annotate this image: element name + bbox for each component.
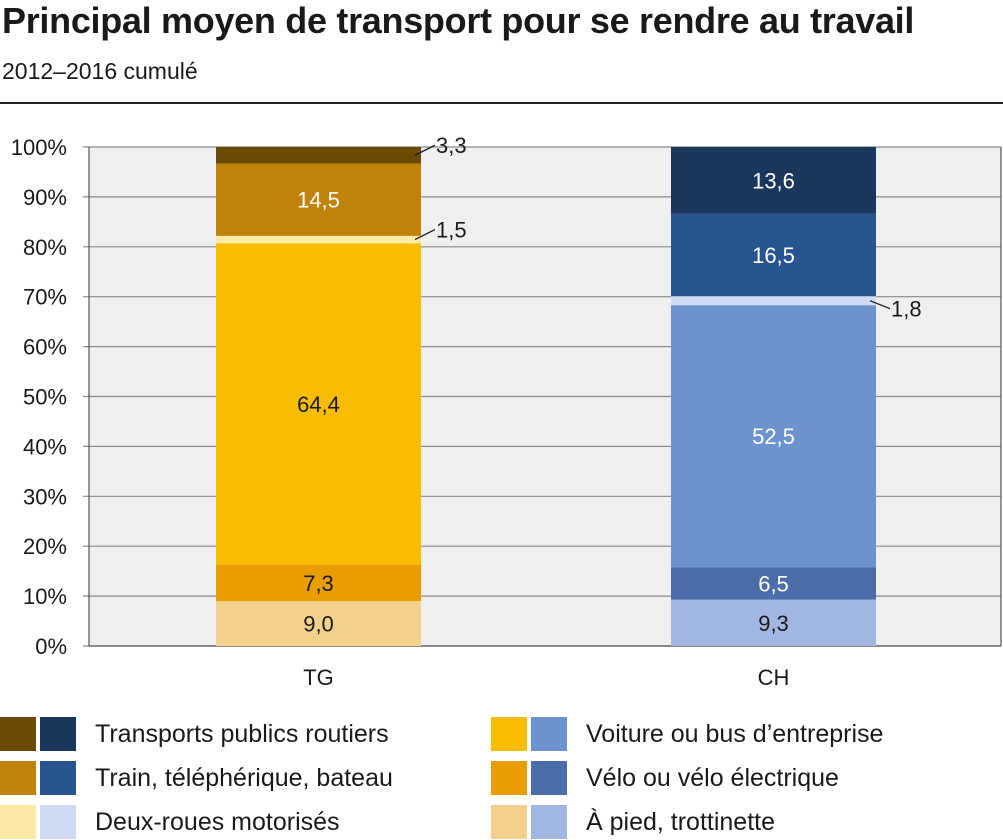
data-label: 9,3 — [758, 611, 789, 636]
data-label: 14,5 — [297, 188, 340, 213]
chart-subtitle: 2012–2016 cumulé — [2, 58, 198, 84]
bar-segment — [671, 147, 876, 214]
legend-label: À pied, trottinette — [586, 807, 776, 836]
legend-label: Vélo ou vélo électrique — [586, 763, 839, 792]
y-tick-label: 20% — [23, 534, 67, 559]
title-divider — [0, 102, 1003, 104]
data-label: 1,5 — [436, 218, 467, 243]
bar-segment — [216, 601, 421, 646]
y-tick-label: 40% — [23, 434, 67, 459]
legend-item-train: Train, téléphérique, bateau — [0, 760, 393, 796]
bar-segment — [216, 147, 421, 164]
legend-swatch-tg — [491, 717, 527, 751]
y-tick-label: 30% — [23, 484, 67, 509]
legend-swatch-tg — [491, 761, 527, 795]
data-label: 13,6 — [752, 168, 795, 193]
chart-title: Principal moyen de transport pour se ren… — [2, 0, 915, 41]
legend-item-velo: Vélo ou vélo électrique — [491, 760, 839, 796]
legend-swatch-ch — [40, 717, 76, 751]
legend-swatch-tg — [0, 717, 36, 751]
data-label: 52,5 — [752, 424, 795, 449]
legend-swatch-ch — [40, 805, 76, 839]
legend-item-voiture: Voiture ou bus d’entreprise — [491, 716, 883, 752]
y-tick-label: 10% — [23, 584, 67, 609]
legend-label: Train, téléphérique, bateau — [95, 763, 393, 792]
legend-swatch-ch — [40, 761, 76, 795]
data-label: 6,5 — [758, 571, 789, 596]
legend-label: Transports publics routiers — [95, 719, 389, 748]
bar-segment — [671, 567, 876, 600]
bar-segment — [671, 305, 876, 568]
legend-swatch-ch — [531, 717, 567, 751]
bar-segment — [216, 243, 421, 565]
bar-segment — [216, 564, 421, 602]
bar-segment — [216, 235, 421, 244]
x-tick-label: TG — [303, 665, 334, 690]
stacked-bar-chart: 0% 10% 20% 30% 40% 50% 60% 70% 80% 90% 100% 9,0 7,3 6… — [11, 133, 1002, 690]
data-label: 3,3 — [436, 133, 467, 158]
data-label: 1,8 — [891, 297, 922, 322]
bar-segment — [671, 213, 876, 297]
bar-segment — [671, 599, 876, 646]
y-tick-label: 50% — [23, 385, 67, 410]
legend-swatch-ch — [531, 761, 567, 795]
callout-line — [869, 300, 891, 310]
data-label: 64,4 — [297, 392, 340, 417]
legend-swatch-ch — [531, 805, 567, 839]
callout-line — [414, 228, 436, 241]
data-label: 7,3 — [303, 571, 334, 596]
legend-item-deux-roues: Deux-roues motorisés — [0, 804, 340, 840]
legend-swatch-tg — [0, 761, 36, 795]
y-tick-label: 0% — [35, 634, 67, 659]
legend-label: Voiture ou bus d’entreprise — [586, 719, 884, 748]
bar-segment — [216, 163, 421, 236]
y-tick-label: 60% — [23, 335, 67, 360]
data-label: 9,0 — [303, 612, 334, 637]
data-label: 16,5 — [752, 243, 795, 268]
legend-label: Deux-roues motorisés — [95, 807, 340, 836]
legend-item-a-pied: À pied, trottinette — [491, 804, 775, 840]
y-tick-label: 90% — [23, 185, 67, 210]
y-tick-label: 70% — [23, 285, 67, 310]
bar-segment — [671, 296, 876, 306]
y-tick-label: 80% — [23, 235, 67, 260]
legend-swatch-tg — [0, 805, 36, 839]
legend-swatch-tg — [491, 805, 527, 839]
legend-item-transports-publics: Transports publics routiers — [0, 716, 389, 752]
y-tick-label: 100% — [11, 135, 67, 160]
x-tick-label: CH — [758, 665, 790, 690]
callout-line — [414, 144, 436, 156]
